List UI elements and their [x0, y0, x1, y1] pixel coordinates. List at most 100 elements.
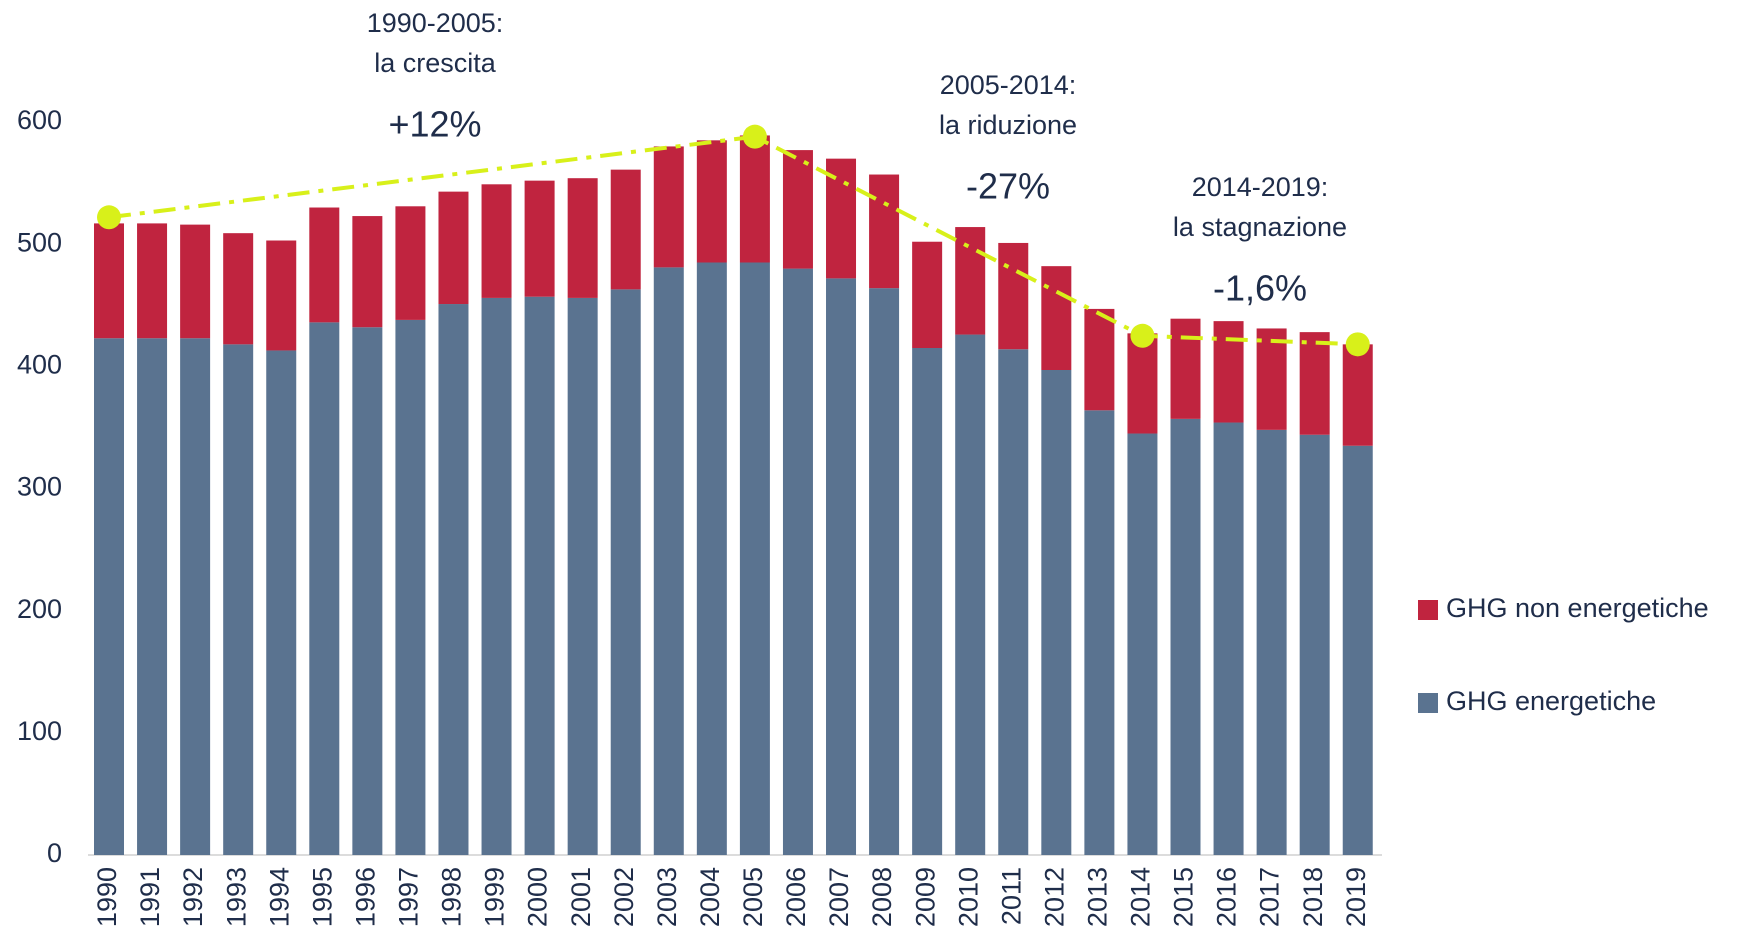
bar-segment — [782, 150, 813, 269]
bar-segment — [94, 338, 124, 855]
bar-segment — [180, 338, 211, 855]
bar-segment — [1299, 332, 1330, 435]
y-tick-label: 100 — [17, 716, 62, 746]
legend-label: GHG energetiche — [1446, 686, 1656, 716]
bar-segment — [309, 207, 340, 323]
annotation-text: 2014-2019: — [1192, 172, 1329, 202]
bar-segment — [395, 206, 426, 320]
bar-segment — [567, 178, 598, 298]
x-tick-label: 2019 — [1341, 867, 1371, 927]
bar-segment — [610, 169, 641, 290]
x-tick-label: 1997 — [394, 867, 424, 927]
x-tick-label: 2007 — [824, 867, 854, 927]
x-tick-label: 2006 — [781, 867, 811, 927]
y-tick-label: 0 — [47, 838, 62, 868]
bar-segment — [223, 233, 254, 345]
bar-segment — [180, 224, 211, 339]
bar-segment — [912, 348, 943, 855]
y-tick-label: 200 — [17, 594, 62, 624]
bar-segment — [826, 158, 857, 279]
x-tick-label: 2001 — [566, 867, 596, 927]
bar-segment — [438, 304, 469, 855]
bar-segment — [696, 262, 727, 855]
bar-segment — [869, 288, 900, 855]
x-tick-label: 1990 — [92, 867, 122, 927]
bar-segment — [1213, 422, 1244, 855]
x-tick-label: 2012 — [1039, 867, 1069, 927]
bar-segment — [395, 319, 426, 855]
bar-segment — [653, 146, 684, 268]
bar-segment — [1342, 344, 1373, 446]
y-tick-label: 300 — [17, 472, 62, 502]
bar-segment — [352, 327, 383, 855]
legend-label: GHG non energetiche — [1446, 593, 1709, 623]
x-tick-label: 2011 — [996, 867, 1026, 925]
bar-segment — [1170, 318, 1201, 419]
x-tick-label: 1994 — [264, 867, 294, 927]
annotation-text: la stagnazione — [1173, 212, 1347, 242]
bar-segment — [481, 184, 512, 298]
bar-segment — [1084, 410, 1115, 855]
annotation-change: -27% — [966, 166, 1050, 207]
x-tick-label: 2017 — [1255, 867, 1285, 927]
annotation-text: la crescita — [374, 48, 497, 78]
bar-segment — [1041, 369, 1072, 855]
bar-segment — [137, 223, 168, 339]
bar-segment — [309, 322, 340, 855]
bar-segment — [137, 338, 168, 855]
bar-segment — [912, 241, 943, 349]
x-tick-label: 1998 — [437, 867, 467, 927]
bar-segment — [223, 344, 254, 855]
legend-swatch — [1418, 600, 1438, 620]
x-tick-label: 2014 — [1126, 867, 1156, 927]
trend-point — [97, 205, 121, 230]
bar-segment — [998, 242, 1029, 350]
trend-point — [1130, 323, 1155, 348]
x-tick-label: 1991 — [135, 867, 165, 927]
y-tick-label: 400 — [17, 349, 62, 379]
annotation-change: +12% — [388, 104, 481, 145]
x-tick-label: 2004 — [695, 867, 725, 927]
x-tick-label: 2003 — [652, 867, 682, 927]
bar-segment — [1041, 266, 1072, 370]
bar-segment — [610, 289, 641, 855]
bar-segment — [524, 296, 555, 855]
bar-segment — [266, 240, 297, 351]
x-tick-label: 1995 — [307, 867, 337, 927]
bar-segment — [739, 262, 770, 855]
y-tick-label: 500 — [17, 227, 62, 257]
annotation-change: -1,6% — [1213, 268, 1307, 309]
x-tick-label: 1999 — [480, 867, 510, 927]
y-tick-label: 600 — [17, 105, 62, 135]
bar-segment — [1342, 445, 1373, 855]
x-tick-label: 2009 — [910, 867, 940, 927]
bar-segment — [266, 350, 297, 855]
x-tick-label: 2002 — [609, 867, 639, 927]
bar-segment — [1256, 328, 1287, 430]
bar-segment — [1127, 433, 1158, 855]
x-tick-label: 2008 — [867, 867, 897, 927]
bar-segment — [696, 140, 727, 263]
annotation-text: 2005-2014: — [940, 70, 1077, 100]
bar-segment — [1170, 418, 1201, 855]
bar-segment — [739, 135, 770, 263]
trend-point — [742, 124, 767, 149]
legend-swatch — [1418, 693, 1438, 713]
annotation-text: la riduzione — [939, 110, 1077, 140]
trend-point — [1345, 332, 1370, 357]
x-tick-label: 1996 — [350, 867, 380, 927]
bar-segment — [998, 349, 1029, 855]
bar-segment — [869, 174, 900, 289]
x-tick-label: 2018 — [1298, 867, 1328, 927]
bar-segment — [1256, 429, 1287, 855]
annotation-text: 1990-2005: — [367, 8, 504, 38]
x-tick-label: 1993 — [221, 867, 251, 927]
bar-segment — [1084, 308, 1115, 411]
bar-segment — [955, 227, 986, 335]
bar-segment — [524, 180, 555, 297]
bar-segment — [352, 216, 383, 328]
x-tick-label: 2013 — [1083, 867, 1113, 927]
x-tick-label: 2016 — [1212, 867, 1242, 927]
bar-segment — [1213, 321, 1244, 423]
